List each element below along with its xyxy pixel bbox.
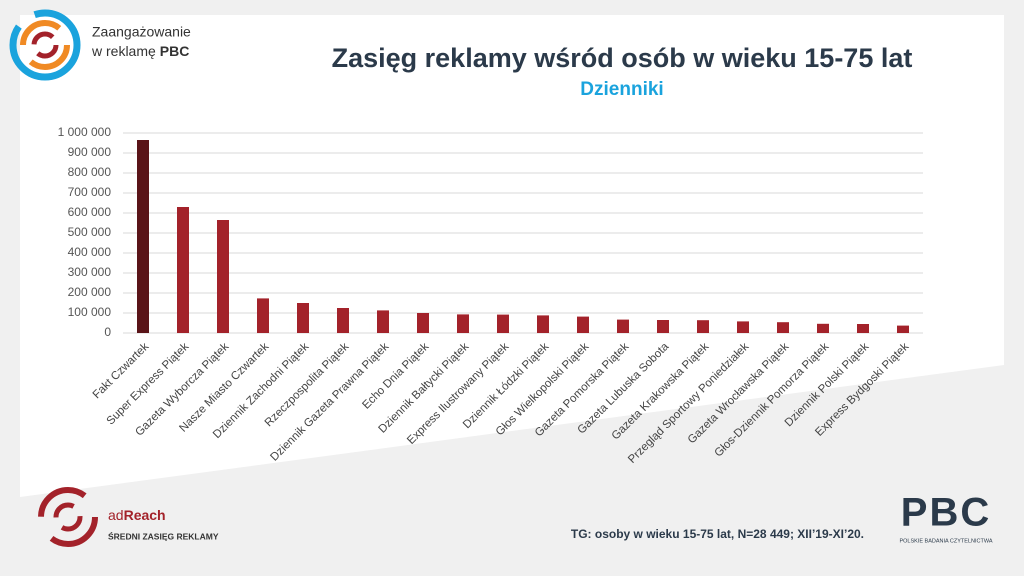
bar xyxy=(857,324,869,333)
bar xyxy=(177,207,189,333)
y-tick-label: 800 000 xyxy=(68,165,112,179)
logo-text: Zaangażowanie xyxy=(92,24,191,40)
y-tick-label: 600 000 xyxy=(68,205,112,219)
bar xyxy=(657,320,669,333)
pbc-logo: PBC POLSKIE BADANIA CZYTELNICTWA xyxy=(899,491,992,545)
adreach-caption: ŚREDNI ZASIĘG REKLAMY xyxy=(108,530,219,541)
bar xyxy=(337,308,349,333)
y-tick-label: 1 000 000 xyxy=(58,125,112,139)
bar xyxy=(137,140,149,333)
bar xyxy=(817,323,829,333)
bar xyxy=(377,310,389,333)
white-panel xyxy=(20,15,1004,497)
y-tick-label: 700 000 xyxy=(68,185,112,199)
bar xyxy=(617,319,629,333)
logo-ring xyxy=(9,9,81,81)
adreach-brand: ad xyxy=(108,507,124,523)
y-tick-label: 100 000 xyxy=(68,305,112,319)
footnote: TG: osoby w wieku 15-75 lat, N=28 449; X… xyxy=(571,527,864,541)
bar xyxy=(457,314,469,333)
bar xyxy=(777,322,789,333)
bar xyxy=(737,321,749,333)
logo-core xyxy=(31,31,59,59)
bar xyxy=(217,220,229,333)
logo-ring-inner xyxy=(20,20,70,70)
adreach-logo: adReach ŚREDNI ZASIĘG REKLAMY xyxy=(38,487,219,547)
bar xyxy=(897,325,909,333)
bar xyxy=(297,303,309,333)
chart-subtitle: Dzienniki xyxy=(580,79,663,100)
y-tick-label: 0 xyxy=(104,325,111,339)
y-tick-label: 300 000 xyxy=(68,265,112,279)
bar xyxy=(417,313,429,333)
logo-text: w reklamę xyxy=(91,43,156,59)
y-tick-label: 200 000 xyxy=(68,285,112,299)
chart-title: Zasięg reklamy wśród osób w wieku 15-75 … xyxy=(332,43,913,73)
pbc-letters: PBC xyxy=(901,491,991,535)
pbc-caption: POLSKIE BADANIA CZYTELNICTWA xyxy=(899,538,992,544)
bar xyxy=(577,316,589,333)
adreach-brand: adReach xyxy=(108,507,166,523)
bar xyxy=(257,298,269,333)
bar xyxy=(697,320,709,333)
y-tick-label: 900 000 xyxy=(68,145,112,159)
adreach-core xyxy=(53,502,83,532)
bar xyxy=(537,315,549,333)
adreach-brand-bold: Reach xyxy=(124,507,166,523)
logo-text: w reklamę PBC xyxy=(91,43,189,59)
bar xyxy=(497,314,509,333)
adreach-ring xyxy=(38,487,98,547)
top-logo: Zaangażowanie w reklamę PBC xyxy=(9,9,191,81)
logo-text-bold: PBC xyxy=(160,43,190,59)
y-tick-label: 400 000 xyxy=(68,245,112,259)
y-tick-label: 500 000 xyxy=(68,225,112,239)
